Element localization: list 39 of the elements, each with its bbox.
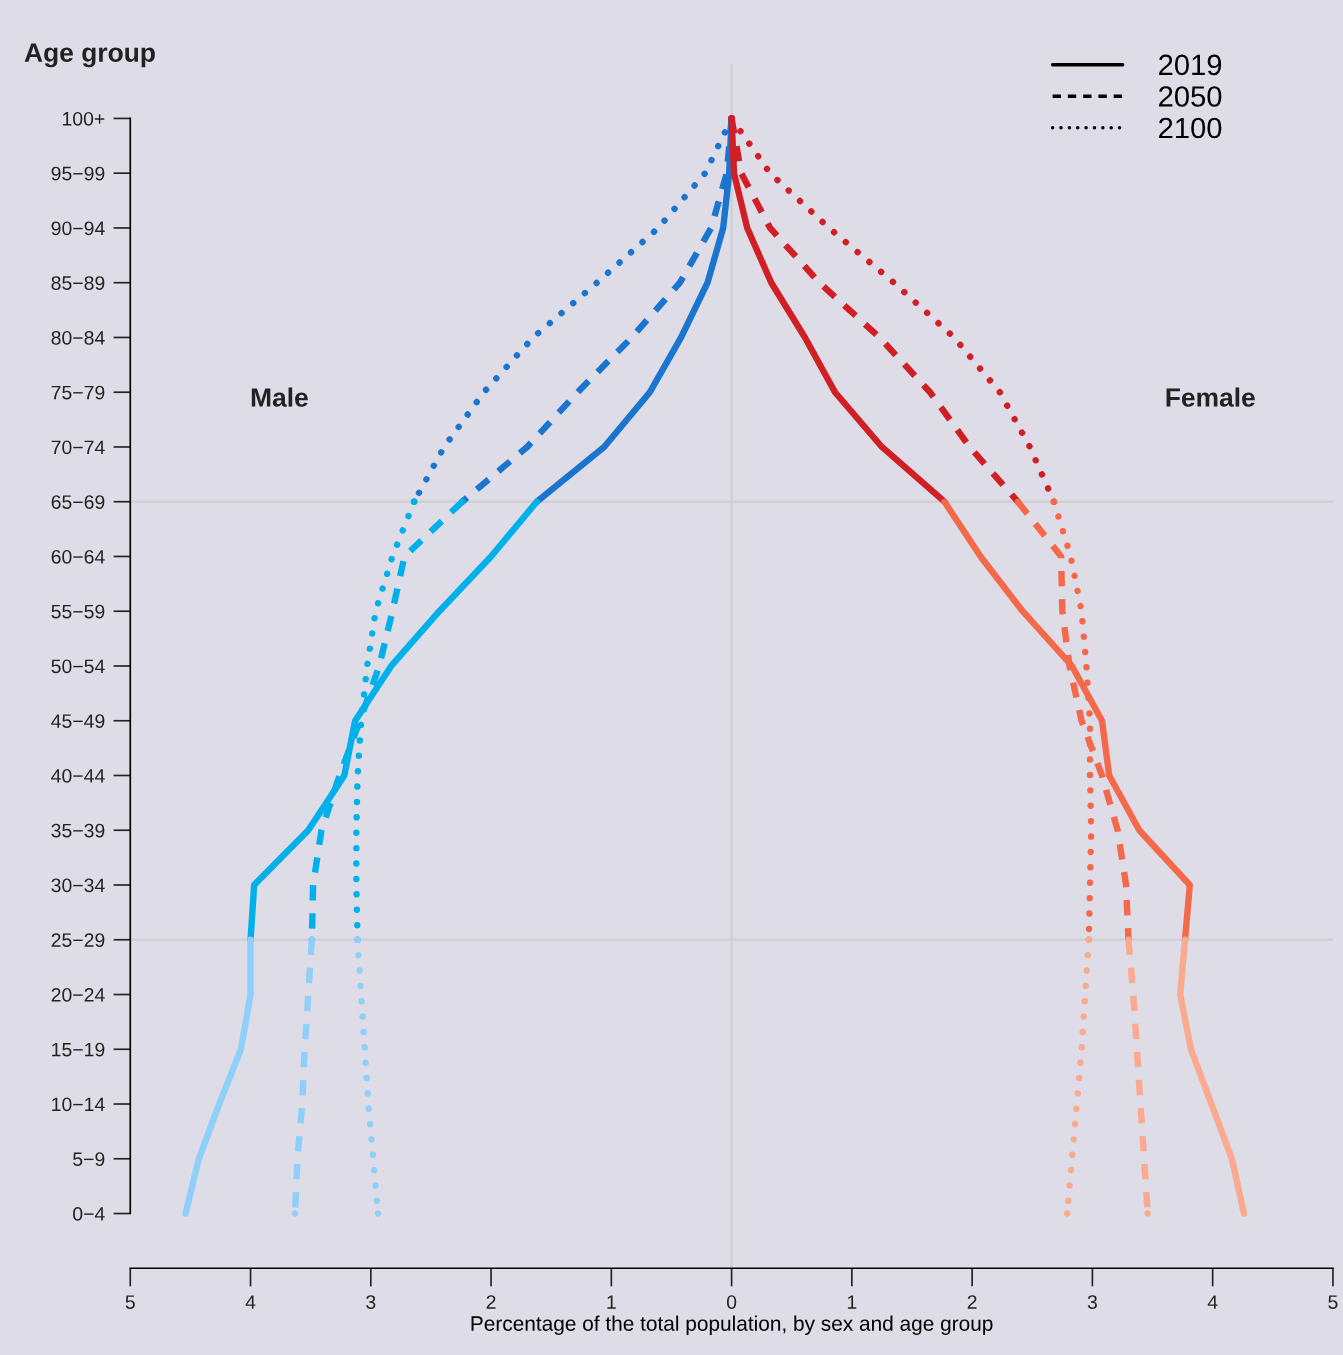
y-tick-label: 50−54	[51, 659, 105, 674]
y-tick-label: 30−34	[51, 878, 105, 893]
y-tick-label: 70−74	[51, 440, 105, 455]
y-axis-title: Age group	[24, 43, 155, 68]
y-tick-label: 100+	[62, 111, 105, 126]
y-tick-label: 55−59	[51, 604, 105, 619]
x-tick-label: 4	[245, 1295, 256, 1309]
y-tick-label: 80−84	[51, 330, 105, 345]
text: 2100	[1159, 117, 1222, 139]
x-tick-label: 2	[967, 1295, 977, 1309]
x-tick-label: 1	[847, 1295, 857, 1309]
y-tick-label: 35−39	[51, 823, 105, 838]
x-tick-label: 0	[726, 1295, 737, 1309]
x-tick-label: 5	[125, 1295, 135, 1309]
y-tick-label: 75−79	[51, 385, 105, 400]
x-tick-label: 2	[486, 1295, 496, 1309]
y-tick-label: 20−24	[51, 987, 105, 1002]
y-tick-label: 15−19	[52, 1042, 105, 1057]
annotation: Male	[251, 387, 308, 407]
annotation: Female	[1166, 387, 1255, 407]
y-tick-label: 65−69	[51, 495, 105, 509]
y-tick-label: 60−64	[51, 549, 105, 564]
x-tick-label: 3	[366, 1295, 376, 1309]
y-tick-label: 95−99	[51, 166, 105, 181]
y-tick-label: 0−4	[73, 1206, 105, 1221]
y-tick-label: 85−89	[51, 276, 105, 290]
text: 2019	[1159, 54, 1222, 76]
x-tick-label: 3	[1087, 1295, 1097, 1309]
x-tick-label: 4	[1207, 1295, 1218, 1309]
y-tick-label: 45−49	[51, 714, 105, 728]
text: 2050	[1159, 86, 1222, 107]
y-tick-label: 10−14	[52, 1097, 105, 1112]
x-axis-title: Percentage of the total population, by sex and age group	[471, 1315, 993, 1335]
y-tick-label: 5−9	[73, 1152, 105, 1167]
x-tick-label: 5	[1328, 1295, 1338, 1309]
x-tick-label: 1	[607, 1295, 616, 1309]
y-tick-label: 90−94	[51, 221, 105, 236]
y-tick-label: 25−29	[51, 933, 105, 947]
y-tick-label: 40−44	[51, 768, 105, 783]
